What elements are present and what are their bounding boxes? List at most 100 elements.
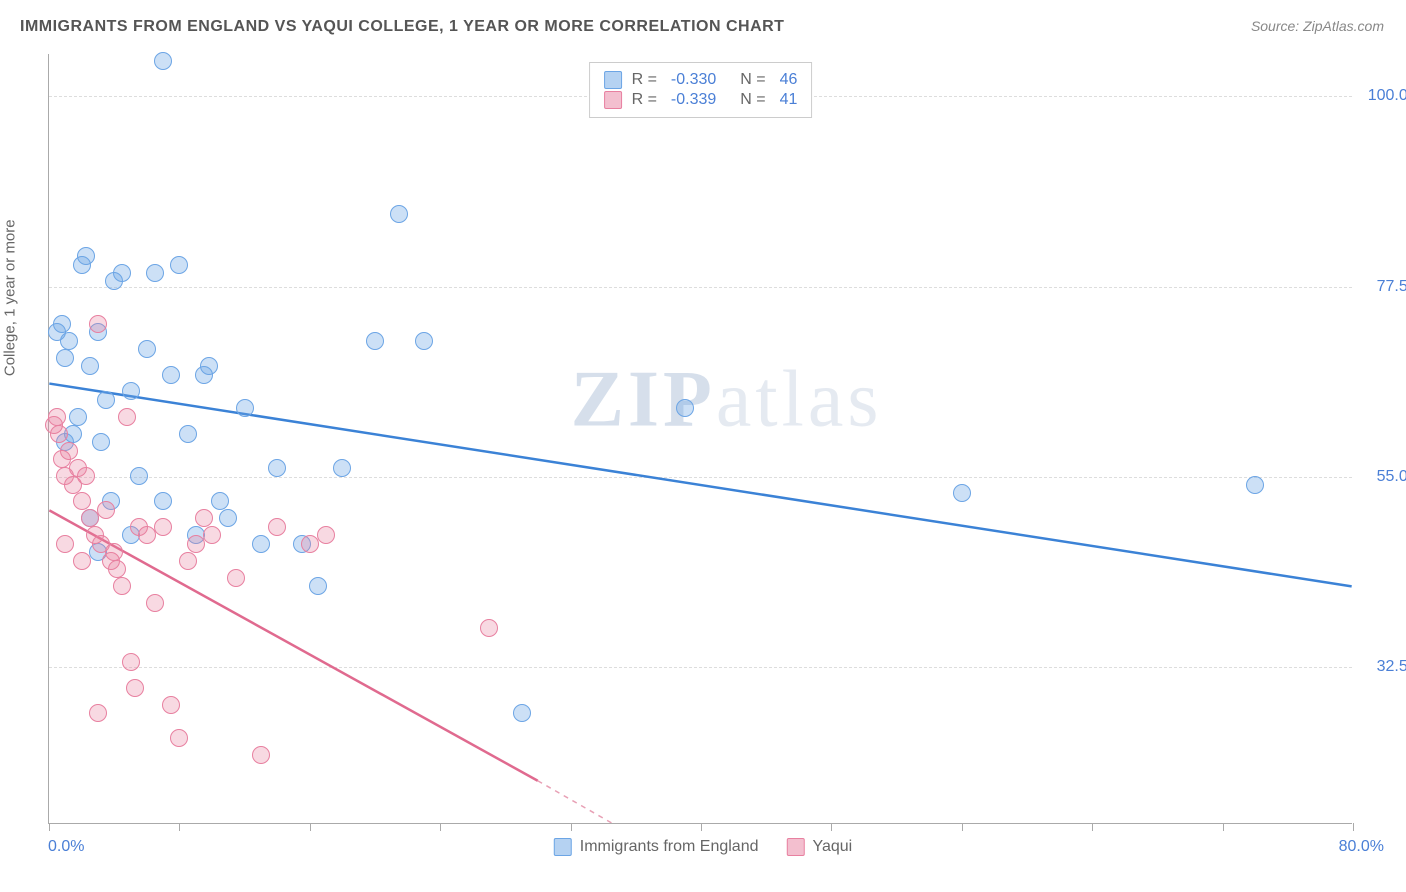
scatter-point — [162, 696, 180, 714]
scatter-point — [60, 442, 78, 460]
stat-label-n: N = — [740, 71, 765, 89]
chart-plot-area: 32.5%55.0%77.5%100.0% ZIPatlas R = -0.33… — [48, 54, 1352, 824]
scatter-point — [179, 425, 197, 443]
scatter-point — [676, 399, 694, 417]
scatter-point — [108, 560, 126, 578]
scatter-point — [77, 247, 95, 265]
scatter-point — [200, 357, 218, 375]
scatter-point — [219, 509, 237, 527]
scatter-point — [513, 704, 531, 722]
scatter-point — [203, 526, 221, 544]
legend-row-blue: R = -0.330 N = 46 — [604, 71, 798, 89]
scatter-point — [77, 467, 95, 485]
x-tick — [1092, 823, 1093, 831]
scatter-point — [390, 205, 408, 223]
scatter-point — [48, 408, 66, 426]
chart-title: IMMIGRANTS FROM ENGLAND VS YAQUI COLLEGE… — [20, 18, 784, 36]
scatter-point — [211, 492, 229, 510]
x-axis-max-label: 80.0% — [1339, 838, 1384, 856]
scatter-point — [113, 577, 131, 595]
scatter-point — [97, 501, 115, 519]
gridline — [49, 667, 1352, 668]
trend-lines — [49, 54, 1352, 823]
y-tick-label: 55.0% — [1377, 468, 1406, 486]
scatter-point — [154, 492, 172, 510]
x-tick — [1353, 823, 1354, 831]
stat-label-r: R = — [632, 71, 657, 89]
scatter-point — [187, 535, 205, 553]
scatter-point — [317, 526, 335, 544]
scatter-point — [89, 704, 107, 722]
legend-row-pink: R = -0.339 N = 41 — [604, 91, 798, 109]
stat-label-n: N = — [740, 91, 765, 109]
scatter-point — [73, 552, 91, 570]
scatter-point — [81, 357, 99, 375]
x-tick — [310, 823, 311, 831]
scatter-point — [73, 492, 91, 510]
scatter-point — [60, 332, 78, 350]
scatter-point — [81, 509, 99, 527]
scatter-point — [1246, 476, 1264, 494]
x-tick — [1223, 823, 1224, 831]
scatter-point — [138, 526, 156, 544]
x-tick — [49, 823, 50, 831]
scatter-point — [179, 552, 197, 570]
scatter-point — [138, 340, 156, 358]
scatter-point — [268, 518, 286, 536]
scatter-point — [162, 366, 180, 384]
scatter-point — [366, 332, 384, 350]
swatch-blue-icon — [604, 71, 622, 89]
x-axis-min-label: 0.0% — [48, 838, 84, 856]
legend-label-pink: Yaqui — [813, 838, 853, 856]
scatter-point — [56, 349, 74, 367]
y-tick-label: 32.5% — [1377, 658, 1406, 676]
x-tick — [440, 823, 441, 831]
y-axis-label: College, 1 year or more — [2, 219, 19, 376]
scatter-point — [333, 459, 351, 477]
scatter-point — [126, 679, 144, 697]
legend-label-blue: Immigrants from England — [580, 838, 759, 856]
scatter-point — [122, 382, 140, 400]
scatter-point — [113, 264, 131, 282]
scatter-point — [146, 594, 164, 612]
y-tick-label: 100.0% — [1368, 87, 1406, 105]
scatter-point — [953, 484, 971, 502]
scatter-point — [69, 408, 87, 426]
scatter-point — [309, 577, 327, 595]
stat-value-n-pink: 41 — [780, 91, 798, 109]
scatter-point — [252, 535, 270, 553]
scatter-point — [122, 653, 140, 671]
legend-item-blue: Immigrants from England — [554, 838, 759, 856]
stat-label-r: R = — [632, 91, 657, 109]
scatter-point — [480, 619, 498, 637]
x-tick — [701, 823, 702, 831]
scatter-point — [170, 729, 188, 747]
scatter-point — [97, 391, 115, 409]
swatch-blue-icon — [554, 838, 572, 856]
gridline — [49, 477, 1352, 478]
source-attribution: Source: ZipAtlas.com — [1251, 18, 1384, 34]
stat-value-r-pink: -0.339 — [671, 91, 716, 109]
swatch-pink-icon — [787, 838, 805, 856]
legend-item-pink: Yaqui — [787, 838, 853, 856]
scatter-point — [252, 746, 270, 764]
x-tick — [962, 823, 963, 831]
scatter-point — [89, 315, 107, 333]
x-tick — [571, 823, 572, 831]
y-tick-label: 77.5% — [1377, 278, 1406, 296]
scatter-point — [154, 52, 172, 70]
scatter-point — [118, 408, 136, 426]
watermark: ZIPatlas — [571, 355, 883, 446]
x-tick — [831, 823, 832, 831]
scatter-point — [415, 332, 433, 350]
scatter-point — [301, 535, 319, 553]
x-tick — [179, 823, 180, 831]
scatter-point — [53, 315, 71, 333]
scatter-point — [56, 535, 74, 553]
scatter-point — [268, 459, 286, 477]
scatter-point — [130, 467, 148, 485]
correlation-legend: R = -0.330 N = 46 R = -0.339 N = 41 — [589, 62, 813, 118]
stat-value-r-blue: -0.330 — [671, 71, 716, 89]
scatter-point — [236, 399, 254, 417]
scatter-point — [227, 569, 245, 587]
